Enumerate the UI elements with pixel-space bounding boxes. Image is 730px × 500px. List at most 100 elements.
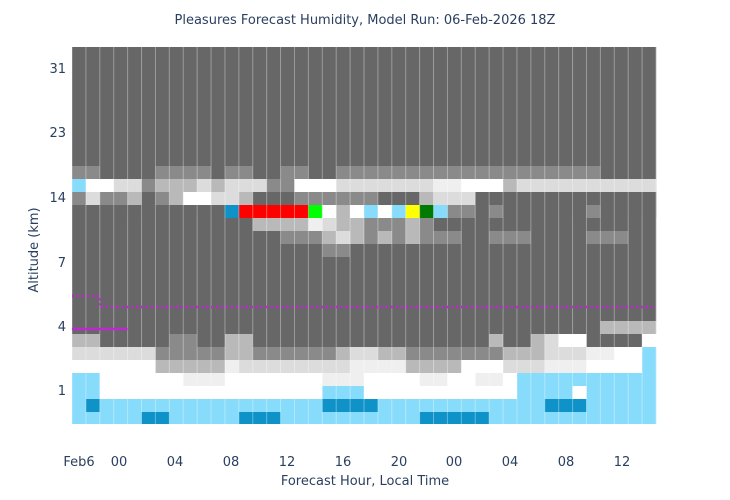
heatmap-cell xyxy=(572,321,587,334)
heatmap-cell xyxy=(72,373,87,386)
heatmap-cell xyxy=(405,334,420,347)
heatmap-cell xyxy=(336,47,351,166)
heatmap-cell xyxy=(614,231,629,244)
heatmap-cell xyxy=(127,321,142,334)
heatmap-cell xyxy=(642,386,657,399)
heatmap-cell xyxy=(72,386,87,399)
heatmap-cell xyxy=(72,399,87,412)
heatmap-cell xyxy=(294,373,309,386)
heatmap-cell xyxy=(544,412,559,424)
heatmap-cell xyxy=(308,386,323,399)
heatmap-cell xyxy=(127,179,142,192)
heatmap-cell xyxy=(183,166,198,179)
heatmap-cell xyxy=(475,244,490,257)
heatmap-cell xyxy=(614,205,629,218)
heatmap-cell xyxy=(600,205,615,218)
heatmap-cell xyxy=(99,334,115,347)
heatmap-cell xyxy=(99,373,115,386)
x-tick-label: 00 xyxy=(446,455,463,470)
heatmap-cell xyxy=(447,360,462,373)
heatmap-cell xyxy=(169,386,184,399)
heatmap-cell xyxy=(141,192,156,205)
heatmap-cell xyxy=(99,412,115,424)
heatmap-cell xyxy=(433,218,448,231)
heatmap-cell xyxy=(461,47,476,166)
heatmap-cell xyxy=(364,334,379,347)
heatmap-cell xyxy=(391,179,407,192)
heatmap-cell xyxy=(127,373,142,386)
heatmap-cell xyxy=(155,192,170,205)
heatmap-cell xyxy=(447,166,462,179)
heatmap-cell xyxy=(155,205,170,218)
heatmap-cell xyxy=(530,179,546,192)
heatmap-cell xyxy=(447,192,462,205)
y-tick-label: 4 xyxy=(58,320,66,335)
heatmap-cell xyxy=(155,218,170,231)
heatmap-cell xyxy=(489,334,504,347)
heatmap-cell xyxy=(169,334,184,347)
heatmap-cell xyxy=(280,179,295,192)
heatmap-cell xyxy=(433,373,448,386)
heatmap-cell xyxy=(197,244,212,257)
heatmap-cell xyxy=(391,257,407,321)
heatmap-cell xyxy=(377,244,393,257)
heatmap-cell xyxy=(447,244,462,257)
heatmap-cell xyxy=(252,218,267,231)
heatmap-cell xyxy=(489,321,504,334)
heatmap-cell xyxy=(391,218,407,231)
heatmap-cell xyxy=(85,205,101,218)
heatmap-cell xyxy=(364,218,379,231)
heatmap-cell xyxy=(489,47,504,166)
heatmap-cell xyxy=(628,166,643,179)
heatmap-cell xyxy=(419,166,434,179)
heatmap-cell xyxy=(336,218,351,231)
heatmap-cell xyxy=(461,321,476,334)
heatmap-cell xyxy=(586,244,601,257)
x-tick-label: 04 xyxy=(502,455,519,470)
heatmap-cell xyxy=(642,412,657,424)
heatmap-cell xyxy=(628,192,643,205)
heatmap-cell xyxy=(294,205,309,218)
heatmap-cell xyxy=(530,334,546,347)
heatmap-cell xyxy=(308,399,323,412)
heatmap-cell xyxy=(433,244,448,257)
heatmap-cell xyxy=(600,231,615,244)
heatmap-cell xyxy=(294,244,309,257)
heatmap-cell xyxy=(642,321,657,334)
heatmap-cell xyxy=(127,192,142,205)
heatmap-cell xyxy=(503,334,518,347)
heatmap-cell xyxy=(419,347,434,360)
heatmap-cell xyxy=(322,347,337,360)
heatmap-cell xyxy=(364,399,379,412)
heatmap-cell xyxy=(489,257,504,321)
heatmap-cell xyxy=(572,334,587,347)
heatmap-cell xyxy=(364,360,379,373)
heatmap-cell xyxy=(600,347,615,360)
heatmap-cell xyxy=(530,47,546,166)
heatmap-cell xyxy=(266,334,281,347)
heatmap-cell xyxy=(614,166,629,179)
heatmap-cell xyxy=(238,218,254,231)
heatmap-cell xyxy=(461,386,476,399)
heatmap-cell xyxy=(433,179,448,192)
heatmap-cell xyxy=(308,257,323,321)
heatmap-cell xyxy=(183,218,198,231)
heatmap-cell xyxy=(516,47,532,166)
heatmap-cell xyxy=(211,386,226,399)
heatmap-cell xyxy=(600,257,615,321)
heatmap-cell xyxy=(336,373,351,386)
heatmap-cell xyxy=(266,373,281,386)
heatmap-cell xyxy=(155,166,170,179)
heatmap-cell xyxy=(141,321,156,334)
heatmap-cell xyxy=(280,192,295,205)
heatmap-cell xyxy=(475,192,490,205)
heatmap-cell xyxy=(211,47,226,166)
heatmap-cell xyxy=(350,334,365,347)
heatmap-cell xyxy=(530,192,546,205)
heatmap-cell xyxy=(85,373,101,386)
heatmap-cell xyxy=(127,47,142,166)
heatmap-cell xyxy=(516,373,532,386)
heatmap-cell xyxy=(377,192,393,205)
heatmap-cell xyxy=(322,179,337,192)
heatmap-cell xyxy=(614,399,629,412)
